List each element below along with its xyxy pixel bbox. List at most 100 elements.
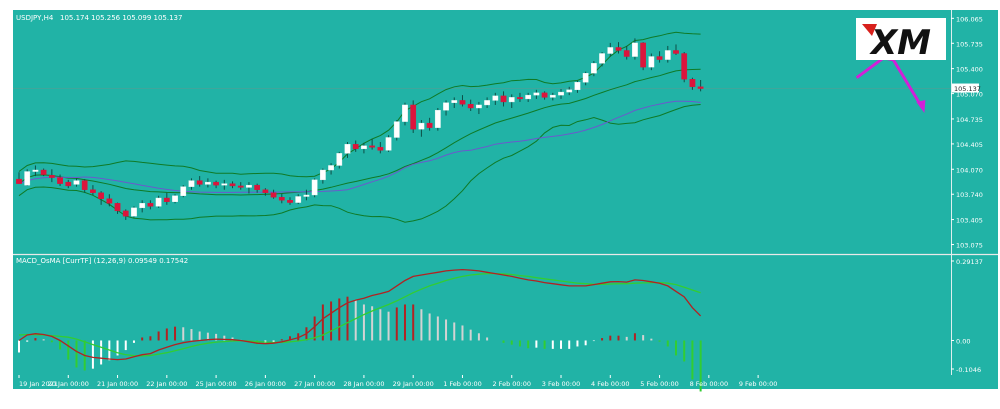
price-axis-label: 103.405 [956, 217, 983, 225]
candle [57, 177, 63, 184]
candle [541, 92, 548, 98]
symbol-timeframe-label: USDJPY,H4 [16, 14, 54, 22]
candle [467, 103, 474, 109]
candle [476, 104, 482, 109]
candle [65, 181, 72, 187]
candle [188, 180, 195, 187]
candle [566, 89, 573, 93]
candle [410, 104, 417, 130]
candle [196, 180, 203, 185]
xm-logo: XM [856, 18, 946, 63]
candle [615, 47, 622, 51]
time-axis-label: 5 Feb 00:00 [640, 380, 679, 388]
candle [582, 72, 589, 83]
candle [517, 97, 523, 100]
candle [590, 63, 597, 74]
candle [98, 192, 104, 199]
candle [246, 184, 252, 188]
candle [131, 207, 137, 217]
candle [172, 195, 178, 202]
candle [533, 92, 540, 96]
price-axis-background [951, 10, 998, 375]
candle [549, 94, 556, 98]
candle [434, 110, 441, 128]
candle [205, 181, 211, 185]
time-axis-label: 4 Feb 00:00 [591, 380, 630, 388]
current-price-marker [952, 83, 979, 93]
candle [525, 94, 532, 100]
candle [352, 144, 359, 150]
price-axis-label: 103.075 [956, 242, 983, 250]
candle [402, 104, 408, 122]
time-axis-label: 26 Jan 00:00 [245, 380, 286, 388]
price-axis-label: 104.405 [956, 141, 983, 149]
candle [73, 180, 80, 185]
candle [311, 179, 318, 196]
current-price-label: 105.137 [954, 85, 981, 93]
candle [254, 184, 261, 190]
price-axis-label: 106.065 [956, 15, 983, 23]
price-axis-label: 103.740 [956, 191, 983, 199]
candle [262, 189, 269, 193]
candle [443, 102, 449, 111]
candle [385, 137, 392, 151]
candle [270, 192, 277, 198]
candle [155, 197, 162, 207]
candle [648, 56, 655, 68]
bollinger-lower-band [18, 104, 701, 223]
bollinger-middle-band [18, 68, 701, 196]
macd-panel-background [13, 255, 951, 375]
candle [221, 183, 228, 186]
candle [599, 53, 605, 64]
price-axis-label: 104.735 [956, 116, 983, 124]
forecast-arrow-head-down [916, 99, 926, 113]
candle [673, 50, 679, 54]
logo-text: XM [869, 23, 931, 63]
candle [213, 181, 219, 186]
candle [122, 210, 129, 217]
candle [295, 196, 302, 203]
candle [229, 183, 236, 187]
time-axis-label: 29 Jan 00:00 [393, 380, 434, 388]
candle [328, 165, 334, 171]
ohlc-readout: 105.174 105.256 105.099 105.137 [60, 14, 182, 22]
time-axis-label: 21 Jan 00:00 [97, 380, 138, 388]
time-axis-label: 22 Jan 00:00 [146, 380, 187, 388]
candle [319, 169, 326, 181]
macd-axis-label: 0.29137 [956, 258, 983, 266]
time-axis-label: 20 Jan 00:00 [48, 380, 89, 388]
candle [640, 42, 647, 68]
candle [451, 100, 458, 103]
macd-indicator-label: MACD_OsMA [CurrTF] (12,26,9) 0.09549 0.1… [16, 257, 188, 265]
candle [500, 95, 507, 103]
candle [287, 200, 293, 203]
candle [147, 203, 154, 207]
macd-line [18, 268, 702, 361]
candle [278, 197, 285, 201]
candle [48, 175, 55, 178]
candle [114, 203, 121, 212]
candle [459, 100, 466, 105]
candle [377, 147, 384, 151]
candle [623, 50, 630, 57]
candle [558, 91, 564, 96]
candle [237, 185, 244, 188]
signal-line [18, 272, 701, 357]
candle [689, 79, 696, 87]
time-axis-label: 3 Feb 00:00 [542, 380, 581, 388]
price-panel-background [13, 10, 951, 254]
candle [16, 178, 22, 184]
time-axis-label: 28 Jan 00:00 [343, 380, 384, 388]
candle [369, 145, 376, 148]
candle [24, 171, 31, 186]
macd-axis-label: -0.1046 [956, 366, 981, 374]
price-axis-label: 104.070 [956, 166, 983, 174]
candle [574, 82, 581, 91]
price-axis-label: 105.400 [956, 66, 983, 74]
candle [90, 189, 96, 193]
candle [393, 121, 400, 138]
candle [81, 180, 88, 190]
candle [492, 95, 499, 101]
